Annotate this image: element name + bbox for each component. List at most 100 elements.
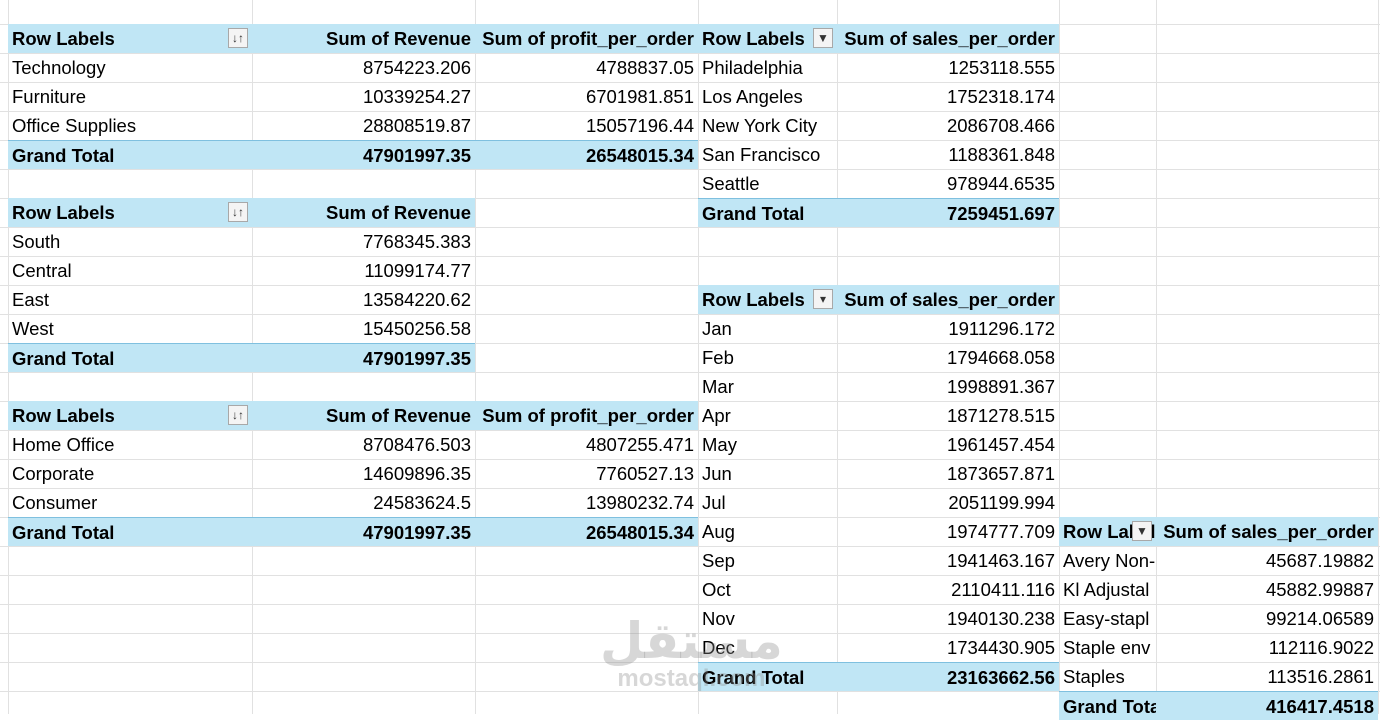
value-cell: 8708476.503 bbox=[362, 434, 471, 455]
value-cell: 14609896.35 bbox=[362, 463, 471, 484]
header-cell: Sum of profit_per_order bbox=[475, 401, 698, 430]
value-cell: 28808519.87 bbox=[362, 115, 471, 136]
value-cell: 1911296.172 bbox=[948, 318, 1055, 339]
row-label: Nov bbox=[702, 608, 735, 629]
row-line bbox=[0, 488, 1380, 489]
value-cell: 1941463.167 bbox=[946, 550, 1055, 571]
value-cell: 2086708.466 bbox=[946, 115, 1055, 136]
column-line bbox=[475, 0, 476, 714]
row-line bbox=[0, 82, 1380, 83]
value-cell: 4807255.471 bbox=[585, 434, 694, 455]
total-value: 416417.4518 bbox=[1156, 691, 1378, 720]
total-label: Grand Total bbox=[698, 198, 837, 227]
value-cell: 13980232.74 bbox=[585, 492, 694, 513]
value-cell: 8754223.206 bbox=[362, 57, 471, 78]
value-cell: 1940130.238 bbox=[946, 608, 1055, 629]
header-cell: Sum of Revenue bbox=[252, 24, 475, 53]
header-cell: Sum of Revenue bbox=[252, 198, 475, 227]
row-label: Feb bbox=[702, 347, 734, 368]
row-line bbox=[0, 198, 1380, 199]
value-cell: 24583624.5 bbox=[373, 492, 471, 513]
row-line bbox=[0, 662, 1380, 663]
value-cell: 1752318.174 bbox=[946, 86, 1055, 107]
header-cell: Sum of sales_per_order bbox=[1156, 517, 1378, 546]
row-label: Apr bbox=[702, 405, 731, 426]
value-cell: 7768345.383 bbox=[362, 231, 471, 252]
value-cell: 1998891.367 bbox=[946, 376, 1055, 397]
value-cell: 99214.06589 bbox=[1265, 608, 1374, 629]
row-label: Office Supplies bbox=[12, 115, 137, 136]
filter-button[interactable]: ▼ bbox=[1132, 521, 1152, 541]
row-line bbox=[0, 546, 1380, 547]
row-label: Consumer bbox=[12, 492, 98, 513]
row-line bbox=[0, 53, 1380, 54]
row-label: Los Angeles bbox=[702, 86, 803, 107]
row-label: New York City bbox=[702, 115, 818, 136]
header-cell: Sum of Revenue bbox=[252, 401, 475, 430]
row-line bbox=[0, 343, 1380, 344]
filter-button[interactable]: ▾ bbox=[813, 289, 833, 309]
row-label: Jan bbox=[702, 318, 732, 339]
filter-button[interactable]: ↓↑ bbox=[228, 405, 248, 425]
value-cell: 6701981.851 bbox=[585, 86, 694, 107]
value-cell: 15450256.58 bbox=[362, 318, 471, 339]
total-label: Grand Total bbox=[698, 662, 837, 691]
total-label: Grand Total bbox=[8, 517, 252, 546]
value-cell: 2051199.994 bbox=[948, 492, 1055, 513]
column-line bbox=[1059, 0, 1060, 714]
row-label: May bbox=[702, 434, 737, 455]
row-line bbox=[0, 256, 1380, 257]
value-cell: 112116.9022 bbox=[1268, 637, 1374, 658]
value-cell: 4788837.05 bbox=[596, 57, 694, 78]
row-label: Staples bbox=[1063, 666, 1125, 687]
row-line bbox=[0, 691, 1380, 692]
row-label: Home Office bbox=[12, 434, 115, 455]
total-value: 26548015.34 bbox=[475, 140, 698, 169]
value-cell: 1873657.871 bbox=[946, 463, 1055, 484]
filter-button[interactable]: ▼ bbox=[813, 28, 833, 48]
value-cell: 1961457.454 bbox=[946, 434, 1055, 455]
row-label: Seattle bbox=[702, 173, 760, 194]
total-value: 47901997.35 bbox=[252, 343, 475, 372]
row-label: Technology bbox=[12, 57, 106, 78]
value-cell: 1871278.515 bbox=[946, 405, 1055, 426]
value-cell: 1974777.709 bbox=[946, 521, 1055, 542]
value-cell: 10339254.27 bbox=[362, 86, 471, 107]
row-line bbox=[0, 372, 1380, 373]
header-cell: Row Labels bbox=[8, 198, 252, 227]
row-label: San Francisco bbox=[702, 144, 821, 165]
value-cell: 13584220.62 bbox=[362, 289, 471, 310]
value-cell: 11099174.77 bbox=[364, 260, 471, 281]
row-label: Central bbox=[12, 260, 72, 281]
row-label: Kl Adjustal bbox=[1063, 579, 1150, 600]
value-cell: 45687.19882 bbox=[1265, 550, 1374, 571]
row-line bbox=[0, 169, 1380, 170]
header-cell: Sum of sales_per_order bbox=[837, 24, 1059, 53]
row-label: Dec bbox=[702, 637, 735, 658]
total-value: 47901997.35 bbox=[252, 517, 475, 546]
row-line bbox=[0, 430, 1380, 431]
total-label: Grand Total bbox=[8, 343, 252, 372]
row-label: Easy-stapl bbox=[1063, 608, 1150, 629]
total-value: 23163662.56 bbox=[837, 662, 1059, 691]
header-cell: Sum of profit_per_order bbox=[475, 24, 698, 53]
row-line bbox=[0, 633, 1380, 634]
row-line bbox=[0, 575, 1380, 576]
total-label: Grand Total bbox=[8, 140, 252, 169]
row-label: Jul bbox=[702, 492, 726, 513]
total-value: 26548015.34 bbox=[475, 517, 698, 546]
row-label: East bbox=[12, 289, 50, 310]
row-label: South bbox=[12, 231, 61, 252]
row-label: West bbox=[12, 318, 54, 339]
filter-button[interactable]: ↓↑ bbox=[228, 202, 248, 222]
filter-button[interactable]: ↓↑ bbox=[228, 28, 248, 48]
row-line bbox=[0, 285, 1380, 286]
column-line bbox=[1378, 0, 1379, 714]
value-cell: 978944.6535 bbox=[946, 173, 1055, 194]
value-cell: 1794668.058 bbox=[946, 347, 1055, 368]
column-line bbox=[837, 0, 838, 714]
row-label: Oct bbox=[702, 579, 731, 600]
row-line bbox=[0, 459, 1380, 460]
row-label: Avery Non- bbox=[1063, 550, 1156, 571]
